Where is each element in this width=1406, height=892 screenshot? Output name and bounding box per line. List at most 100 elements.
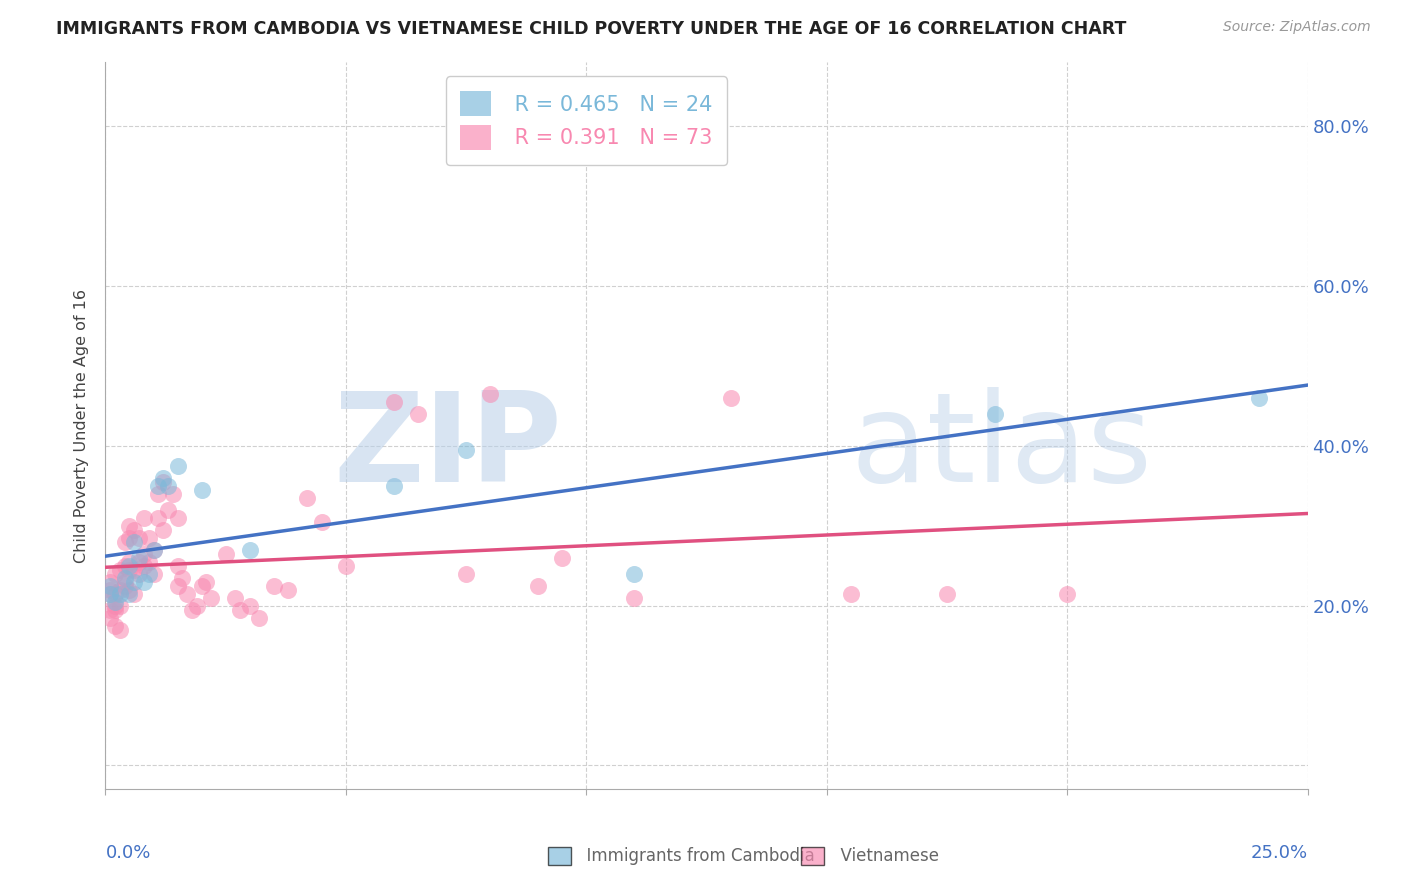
Point xyxy=(454,442,477,457)
Point xyxy=(98,574,121,589)
Point xyxy=(118,555,141,569)
Point xyxy=(132,510,155,524)
Text: atlas: atlas xyxy=(851,387,1153,508)
Point xyxy=(98,587,121,601)
Point xyxy=(382,479,405,493)
Point xyxy=(247,610,270,624)
Point xyxy=(98,602,121,616)
Point xyxy=(239,599,262,613)
Point xyxy=(148,487,170,501)
Point xyxy=(142,542,165,557)
Point xyxy=(152,523,174,537)
Point xyxy=(128,566,150,581)
Point xyxy=(128,555,150,569)
Point xyxy=(118,563,141,577)
Point xyxy=(527,579,550,593)
Point xyxy=(108,599,131,613)
Point xyxy=(839,587,862,601)
Point xyxy=(277,582,299,597)
Point xyxy=(1056,587,1078,601)
Point xyxy=(186,599,208,613)
Text: Vietnamese: Vietnamese xyxy=(830,847,939,865)
Point xyxy=(156,479,179,493)
Point xyxy=(172,571,194,585)
Point xyxy=(124,534,146,549)
Point xyxy=(104,595,127,609)
Point xyxy=(152,475,174,489)
Point xyxy=(156,503,179,517)
Point xyxy=(108,563,131,577)
Point xyxy=(138,531,160,545)
Point xyxy=(1249,391,1271,405)
Point xyxy=(104,618,127,632)
Point xyxy=(132,547,155,561)
Point xyxy=(114,534,136,549)
Point xyxy=(104,602,127,616)
Point xyxy=(551,550,574,565)
Point xyxy=(118,531,141,545)
Point xyxy=(114,574,136,589)
Legend:  R = 0.465   N = 24,  R = 0.391   N = 73: R = 0.465 N = 24, R = 0.391 N = 73 xyxy=(446,77,727,165)
Point xyxy=(118,518,141,533)
Point xyxy=(128,550,150,565)
Point xyxy=(104,566,127,581)
Point xyxy=(166,510,188,524)
Point xyxy=(118,587,141,601)
Point xyxy=(132,558,155,573)
Point xyxy=(114,579,136,593)
Text: 0.0%: 0.0% xyxy=(105,844,150,862)
Point xyxy=(190,483,212,497)
Point xyxy=(623,566,645,581)
Point xyxy=(148,510,170,524)
Point xyxy=(98,610,121,624)
Point xyxy=(297,491,319,505)
Text: IMMIGRANTS FROM CAMBODIA VS VIETNAMESE CHILD POVERTY UNDER THE AGE OF 16 CORRELA: IMMIGRANTS FROM CAMBODIA VS VIETNAMESE C… xyxy=(56,20,1126,37)
Point xyxy=(98,579,121,593)
Point xyxy=(984,407,1007,421)
Point xyxy=(108,587,131,601)
Text: Source: ZipAtlas.com: Source: ZipAtlas.com xyxy=(1223,20,1371,34)
Point xyxy=(720,391,742,405)
Point xyxy=(114,558,136,573)
Point xyxy=(114,571,136,585)
Point xyxy=(124,587,146,601)
Point xyxy=(406,407,429,421)
Point xyxy=(224,591,246,605)
Point xyxy=(152,471,174,485)
Point xyxy=(176,587,198,601)
Point xyxy=(142,542,165,557)
Point xyxy=(128,531,150,545)
Point xyxy=(311,515,333,529)
Point xyxy=(214,547,236,561)
Point xyxy=(104,599,127,613)
Point xyxy=(118,582,141,597)
Point xyxy=(124,563,146,577)
Y-axis label: Child Poverty Under the Age of 16: Child Poverty Under the Age of 16 xyxy=(75,289,90,563)
Point xyxy=(239,542,262,557)
Text: Immigrants from Cambodia: Immigrants from Cambodia xyxy=(576,847,815,865)
Point xyxy=(166,579,188,593)
Point xyxy=(98,587,121,601)
Point xyxy=(108,582,131,597)
Point xyxy=(936,587,959,601)
Point xyxy=(229,602,252,616)
Point xyxy=(118,558,141,573)
Point xyxy=(479,387,502,401)
Point xyxy=(200,591,222,605)
Point xyxy=(166,458,188,473)
Point xyxy=(335,558,357,573)
Point xyxy=(132,574,155,589)
Point xyxy=(181,602,204,616)
Point xyxy=(138,555,160,569)
Point xyxy=(623,591,645,605)
Point xyxy=(148,479,170,493)
Point xyxy=(263,579,285,593)
Point xyxy=(98,582,121,597)
Point xyxy=(195,574,218,589)
Point xyxy=(124,523,146,537)
Point xyxy=(190,579,212,593)
Point xyxy=(162,487,184,501)
Point xyxy=(454,566,477,581)
Point xyxy=(142,566,165,581)
Point xyxy=(104,587,127,601)
